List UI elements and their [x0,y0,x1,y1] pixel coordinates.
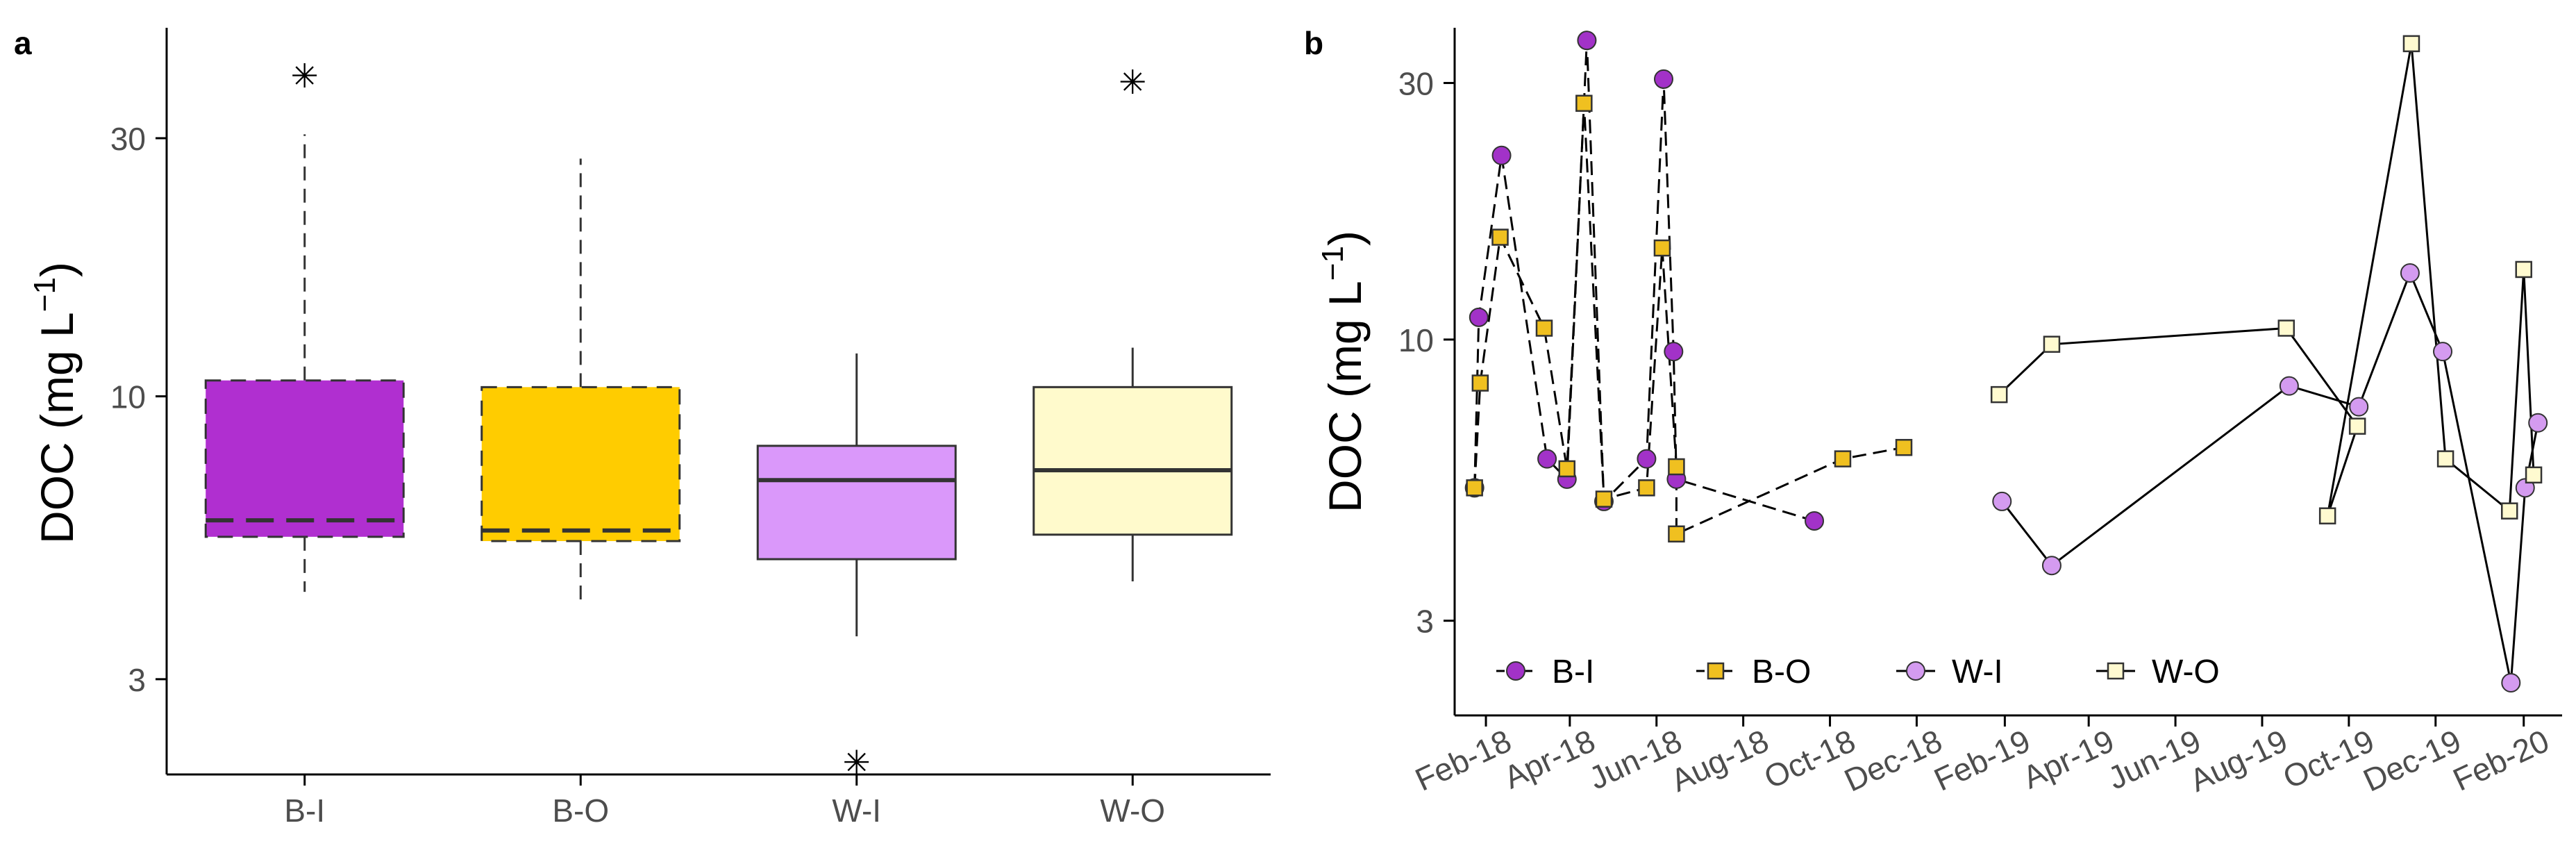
data-point-b-i [1577,31,1597,51]
data-point-b-i [1653,69,1673,89]
x-tick-label: B-I [284,793,325,829]
panel-a-x-ticks: B-I B-O W-I W-O [284,774,1165,829]
box-w-i [756,445,957,561]
x-tick-label: W-O [1100,793,1165,829]
x-tick-label: Oct-18 [1759,722,1861,795]
x-tick-label: Oct-19 [2277,722,2380,795]
data-point-b-i [1537,449,1557,469]
legend-key-marker [1506,661,1525,681]
data-point-b-i [1469,307,1489,327]
legend-key-marker [1906,661,1925,681]
panel-a-boxes: ✳ ✳ ✳ [204,58,1233,781]
data-point-b-o [1491,229,1509,246]
data-point-b-o [1653,239,1671,257]
y-tick-label: 30 [110,121,146,157]
box-w-o [1032,385,1233,536]
box-b-i [204,379,405,538]
x-tick-label: Apr-18 [1498,722,1600,795]
x-tick-label: Feb-20 [2448,722,2554,798]
panel-b-legend: B-I B-O W-I W-O [1496,654,2220,690]
panel-a-y-axis-title: DOC (mg L−1) [28,262,83,544]
data-point-b-o [1535,320,1553,337]
data-point-w-o [2043,335,2061,353]
series-line-w-i [2001,269,2539,683]
data-point-b-o [1595,490,1613,508]
data-point-w-i [2400,263,2420,283]
data-point-b-o [1471,374,1489,392]
outlier-point: ✳ [843,745,871,781]
x-tick-label: Aug-18 [1665,722,1773,799]
panel-b-y-ticks: 3 10 30 [1398,65,1455,640]
panel-b-series-lines [1473,40,2539,683]
legend-label: W-I [1952,654,2003,690]
legend-label: B-I [1552,654,1594,690]
data-point-b-o [1575,94,1593,112]
data-point-w-i [2041,556,2061,576]
data-point-w-o [2318,507,2336,524]
data-point-w-o [2402,35,2420,53]
panel-a-y-ticks: 3 10 30 [110,121,167,698]
x-tick-label: Aug-19 [2184,722,2293,799]
x-tick-label: Feb-18 [1410,722,1516,798]
series-line-w-o [1998,43,2535,517]
y-tick-label: 10 [110,379,146,415]
y-tick-label: 30 [1398,65,1434,101]
x-tick-label: Feb-19 [1929,722,2036,798]
data-point-b-i [1637,449,1657,469]
outlier-point: ✳ [291,58,319,95]
panel-a-boxplot: a 3 10 30 B-I B-O W-I W-O ✳ ✳ ✳ DOC (mg L−1) [14,25,1271,829]
x-tick-label: Dec-18 [1839,722,1947,799]
data-point-w-o [2348,417,2366,435]
data-point-w-i [2279,376,2299,396]
data-point-b-o [1895,438,1913,456]
panel-a-label: a [14,25,32,61]
data-point-b-i [1805,511,1825,531]
x-tick-label: Jun-18 [1584,722,1687,797]
data-point-b-o [1558,460,1576,478]
data-point-b-i [1491,145,1512,165]
data-point-b-o [1668,458,1685,476]
data-point-b-o [1668,525,1685,542]
data-point-w-o [2277,320,2295,337]
legend-label: B-O [1752,654,1811,690]
x-tick-label: W-I [832,793,881,829]
data-point-w-o [2500,502,2518,520]
data-point-w-o [2515,260,2532,279]
panel-b-series-markers [1464,31,2548,693]
x-tick-label: Jun-19 [2102,722,2206,797]
legend-key-marker [2107,662,2125,680]
data-point-w-i [2349,397,2369,417]
data-point-w-o [2525,466,2543,484]
data-point-b-o [1466,479,1483,497]
y-tick-label: 10 [1398,322,1434,358]
y-tick-label: 3 [128,662,146,698]
series-line-b-o [1473,103,1905,536]
legend-label: W-O [2152,654,2220,690]
data-point-w-i [1992,491,2012,511]
data-point-w-i [2501,673,2521,693]
data-point-w-i [2528,413,2548,433]
data-point-w-o [2436,450,2454,467]
panel-b-y-axis-title: DOC (mg L−1) [1316,231,1371,513]
data-point-w-i [2433,342,2453,362]
panel-b-x-ticks: Feb-18Apr-18Jun-18Aug-18Oct-18Dec-18Feb-… [1410,715,2554,799]
data-point-b-o [1638,479,1655,497]
data-point-b-i [1664,342,1684,362]
x-tick-label: B-O [552,793,609,829]
legend-key-marker [1707,662,1725,680]
x-tick-label: Apr-19 [2017,722,2119,795]
y-tick-label: 3 [1416,604,1434,640]
x-tick-label: Dec-19 [2358,722,2466,799]
data-point-w-o [1990,385,2008,404]
panel-b-label: b [1304,25,1323,61]
data-point-b-o [1834,450,1852,467]
outlier-point: ✳ [1119,65,1146,101]
series-line-b-i [1473,40,1815,522]
box-b-o [480,385,681,542]
